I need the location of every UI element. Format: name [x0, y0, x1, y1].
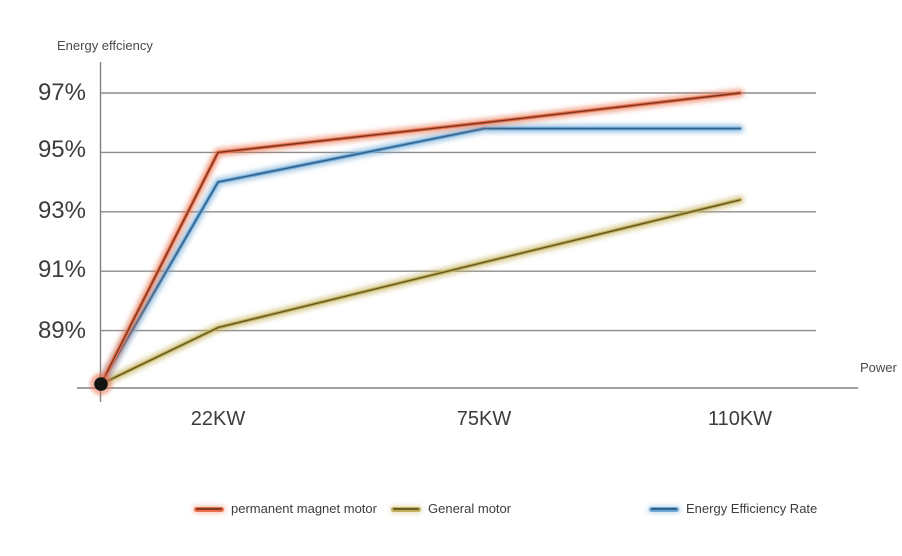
axes — [77, 62, 858, 402]
y-tick-89: 89% — [37, 317, 86, 344]
legend-swatch-core — [651, 508, 677, 510]
origin-dot — [90, 373, 112, 395]
legend-swatch-core — [196, 508, 222, 510]
series-line-energy-efficiency-rate — [99, 126, 742, 386]
y-tick-97: 97% — [37, 79, 86, 106]
legend-swatch-olive — [391, 506, 421, 512]
legend-swatch-blue — [649, 506, 679, 512]
legend-swatch-core — [393, 508, 419, 510]
y-axis-title: Energy effciency — [57, 38, 153, 53]
y-tick-93: 93% — [37, 197, 86, 224]
legend-item-general-motor: General motor — [391, 500, 511, 518]
series-line-general-motor — [100, 199, 741, 385]
x-tick-22kw: 22KW — [190, 408, 246, 430]
y-tick-91: 91% — [37, 256, 86, 283]
series-line-energy-efficiency-rate — [100, 127, 741, 385]
series-line-permanent-magnet-motor — [100, 92, 741, 385]
origin-dot-glow — [90, 373, 112, 395]
series-line-energy-efficiency-rate — [96, 124, 745, 389]
legend-item-energy-efficiency-rate: Energy Efficiency Rate — [649, 500, 817, 518]
legend-label: Energy Efficiency Rate — [686, 501, 818, 516]
legend-label: General motor — [428, 501, 512, 516]
x-tick-75kw: 75KW — [456, 408, 512, 430]
legend-item-permanent-magnet-motor: permanent magnet motor — [194, 500, 377, 518]
x-tick-110kw: 110KW — [707, 408, 773, 430]
legend-swatch-red — [194, 506, 224, 512]
series-lines — [96, 88, 745, 389]
x-axis-title: Power — [860, 360, 897, 375]
legend-label: permanent magnet motor — [231, 501, 377, 516]
origin-dot-marker — [94, 377, 108, 391]
y-tick-95: 95% — [37, 136, 86, 163]
